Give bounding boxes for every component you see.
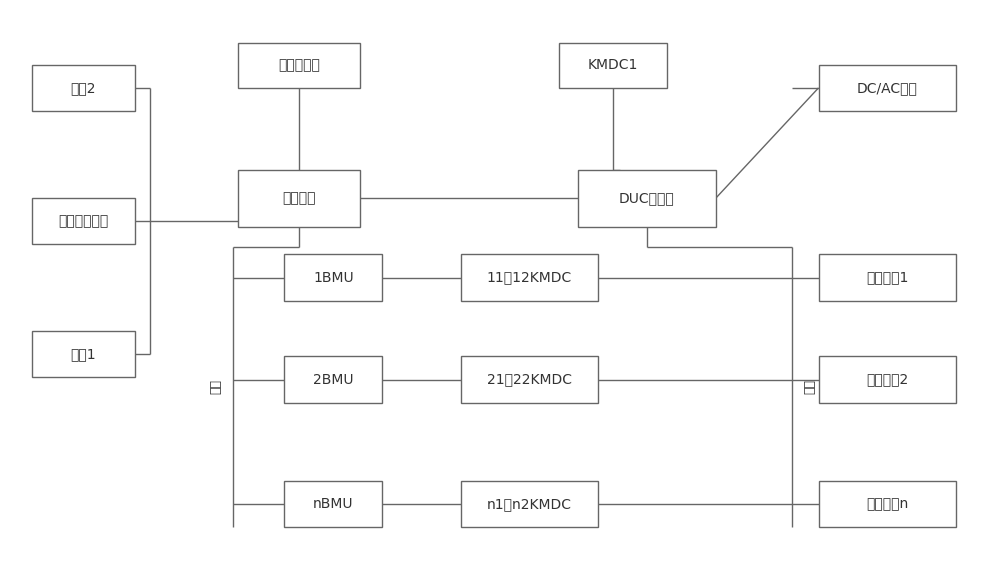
Bar xyxy=(461,357,598,403)
Text: 21、22KMDC: 21、22KMDC xyxy=(487,373,572,387)
Bar xyxy=(578,170,716,227)
Text: 斩波模块1: 斩波模块1 xyxy=(866,271,908,285)
Bar xyxy=(818,65,956,110)
Text: 2BMU: 2BMU xyxy=(313,373,354,387)
Bar xyxy=(32,198,135,244)
Bar xyxy=(818,481,956,528)
Text: 11、12KMDC: 11、12KMDC xyxy=(487,271,572,285)
Text: 斩波模块2: 斩波模块2 xyxy=(866,373,908,387)
Bar xyxy=(818,357,956,403)
Text: 斩波模块n: 斩波模块n xyxy=(866,497,908,512)
Bar xyxy=(32,65,135,111)
Bar xyxy=(284,357,382,403)
Text: 总线: 总线 xyxy=(803,380,816,395)
Bar xyxy=(284,254,382,301)
Text: 开关2: 开关2 xyxy=(71,81,96,95)
Bar xyxy=(461,481,598,528)
Text: KMDC1: KMDC1 xyxy=(588,58,638,72)
Text: 机车微机: 机车微机 xyxy=(282,191,316,205)
Bar xyxy=(32,331,135,377)
Bar xyxy=(818,254,956,301)
Text: nBMU: nBMU xyxy=(313,497,354,512)
Bar xyxy=(284,481,382,528)
Bar xyxy=(461,254,598,301)
Text: 司机控制器: 司机控制器 xyxy=(278,58,320,72)
Bar xyxy=(238,170,360,227)
Text: DC/AC模块: DC/AC模块 xyxy=(857,81,918,95)
Text: 主发电机励磁: 主发电机励磁 xyxy=(58,214,109,228)
Text: 开关1: 开关1 xyxy=(71,347,96,361)
Bar xyxy=(559,43,667,88)
Text: 1BMU: 1BMU xyxy=(313,271,354,285)
Text: DUC控制器: DUC控制器 xyxy=(619,191,675,205)
Text: 总线: 总线 xyxy=(209,380,222,395)
Bar xyxy=(238,43,360,88)
Text: n1、n2KMDC: n1、n2KMDC xyxy=(487,497,572,512)
